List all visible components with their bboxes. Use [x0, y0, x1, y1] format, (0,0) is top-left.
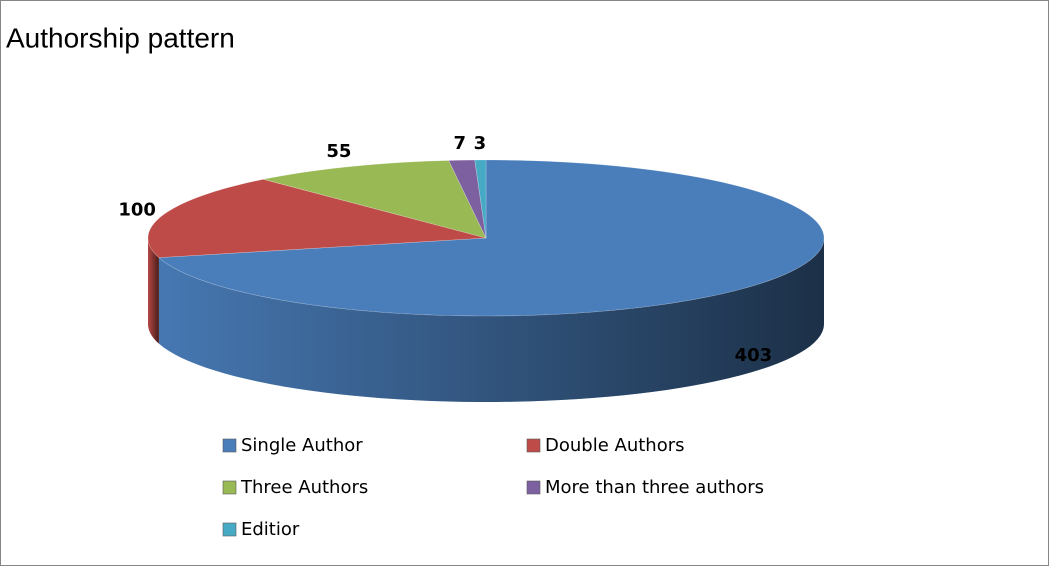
slice-side-shade	[148, 238, 159, 344]
legend-label: Editior	[241, 519, 300, 540]
chart-title: Authorship pattern	[6, 22, 235, 53]
data-label: 55	[326, 141, 351, 162]
legend-label: Three Authors	[240, 477, 368, 498]
legend-swatch	[526, 438, 541, 453]
legend-label: More than three authors	[545, 477, 764, 498]
data-label: 3	[474, 133, 487, 154]
slice	[263, 160, 487, 239]
data-label: 7	[454, 133, 467, 154]
slice	[147, 179, 487, 258]
legend-label: Single Author	[241, 435, 363, 456]
data-label: 100	[118, 199, 156, 220]
legend-swatch	[222, 438, 237, 453]
legend-swatch	[222, 480, 237, 495]
legend-label: Double Authors	[545, 435, 684, 456]
slice-side-shade	[158, 238, 824, 402]
slice	[474, 159, 487, 239]
slice	[158, 159, 825, 317]
legend-swatch	[526, 480, 541, 495]
slice	[448, 159, 487, 239]
data-label: 403	[735, 345, 773, 366]
legend-swatch	[222, 522, 237, 537]
